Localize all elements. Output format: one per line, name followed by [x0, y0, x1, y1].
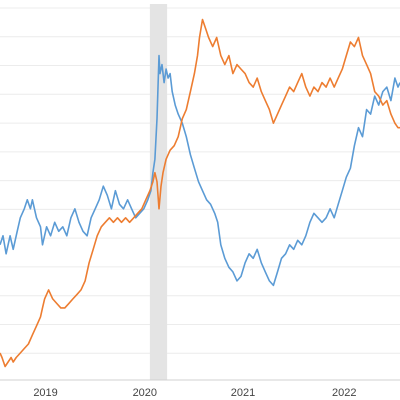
x-axis-ticks: 2019 2020 2021 2022	[33, 387, 356, 399]
series-line-2	[0, 18, 400, 368]
series-lines	[0, 18, 400, 368]
x-tick-label: 2019	[33, 387, 57, 399]
series-line-1	[0, 54, 400, 287]
x-tick-label: 2021	[231, 387, 255, 399]
x-tick-label: 2020	[133, 387, 157, 399]
x-tick-label: 2022	[332, 387, 356, 399]
gridlines	[0, 7, 400, 354]
